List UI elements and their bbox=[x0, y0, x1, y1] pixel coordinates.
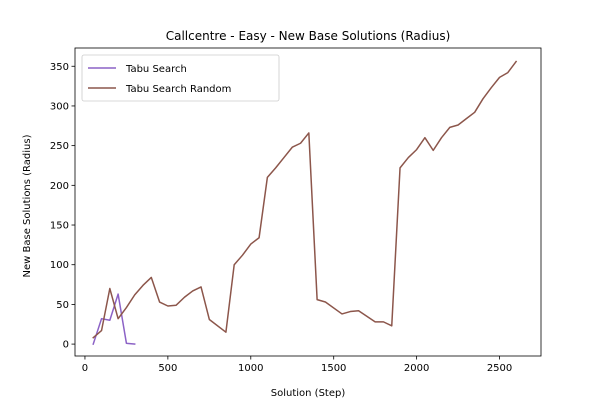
series-line-2 bbox=[92, 60, 518, 339]
plot-frame bbox=[74, 47, 542, 357]
legend-label: Tabu Search bbox=[125, 64, 187, 75]
plot-area: 0 500 1000 1500 2000 2500 0 50 100 150 200 250 300 35… bbox=[50, 47, 542, 374]
series-line-1 bbox=[92, 293, 136, 346]
legend-label: Tabu Search Random bbox=[125, 84, 231, 95]
x-axis-label: Solution (Step) bbox=[271, 388, 346, 399]
x-tick-label: 2500 bbox=[487, 363, 512, 374]
y-tick-label: 200 bbox=[50, 181, 69, 192]
x-tick-label: 0 bbox=[82, 363, 88, 374]
y-axis-label: New Base Solutions (Radius) bbox=[22, 134, 33, 277]
y-tick-label: 150 bbox=[50, 221, 69, 232]
y-tick-label: 50 bbox=[56, 300, 69, 311]
x-tick-label: 1500 bbox=[321, 363, 346, 374]
chart-title: Callcentre - Easy - New Base Solutions (… bbox=[166, 29, 451, 43]
x-tick-label: 500 bbox=[158, 363, 177, 374]
legend-box bbox=[81, 54, 280, 102]
y-tick-label: 350 bbox=[50, 62, 69, 73]
x-tick-label: 1000 bbox=[238, 363, 263, 374]
x-tick-label: 2000 bbox=[404, 363, 429, 374]
y-tick-label: 0 bbox=[63, 340, 69, 351]
legend: Tabu Search Tabu Search Random bbox=[81, 54, 280, 102]
y-tick-label: 100 bbox=[50, 260, 69, 271]
y-tick-label: 300 bbox=[50, 101, 69, 112]
y-tick-label: 250 bbox=[50, 141, 69, 152]
